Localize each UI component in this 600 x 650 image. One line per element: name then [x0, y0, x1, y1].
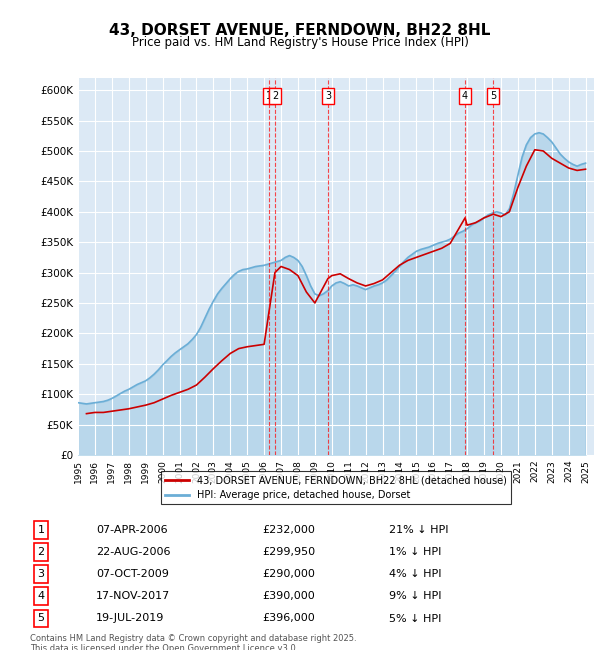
Text: £396,000: £396,000 [262, 614, 314, 623]
Text: 07-OCT-2009: 07-OCT-2009 [96, 569, 169, 579]
Text: Price paid vs. HM Land Registry's House Price Index (HPI): Price paid vs. HM Land Registry's House … [131, 36, 469, 49]
Text: 2: 2 [272, 91, 278, 101]
Text: £390,000: £390,000 [262, 592, 314, 601]
Text: 19-JUL-2019: 19-JUL-2019 [96, 614, 164, 623]
Text: 2: 2 [37, 547, 44, 557]
Text: 4: 4 [462, 91, 468, 101]
Text: 22-AUG-2006: 22-AUG-2006 [96, 547, 171, 557]
Text: £299,950: £299,950 [262, 547, 315, 557]
Text: 3: 3 [325, 91, 331, 101]
Text: 43, DORSET AVENUE, FERNDOWN, BH22 8HL: 43, DORSET AVENUE, FERNDOWN, BH22 8HL [109, 23, 491, 38]
Text: 4: 4 [37, 592, 44, 601]
Text: 1: 1 [266, 91, 272, 101]
Text: 1: 1 [38, 525, 44, 535]
Text: 17-NOV-2017: 17-NOV-2017 [96, 592, 170, 601]
Text: 3: 3 [38, 569, 44, 579]
Text: 4% ↓ HPI: 4% ↓ HPI [389, 569, 442, 579]
Text: Contains HM Land Registry data © Crown copyright and database right 2025.
This d: Contains HM Land Registry data © Crown c… [30, 634, 356, 650]
Text: 1% ↓ HPI: 1% ↓ HPI [389, 547, 441, 557]
Text: £290,000: £290,000 [262, 569, 315, 579]
Text: 5: 5 [38, 614, 44, 623]
Text: 07-APR-2006: 07-APR-2006 [96, 525, 168, 535]
Text: £232,000: £232,000 [262, 525, 315, 535]
Text: 5% ↓ HPI: 5% ↓ HPI [389, 614, 441, 623]
Text: 9% ↓ HPI: 9% ↓ HPI [389, 592, 442, 601]
Legend: 43, DORSET AVENUE, FERNDOWN, BH22 8HL (detached house), HPI: Average price, deta: 43, DORSET AVENUE, FERNDOWN, BH22 8HL (d… [161, 471, 511, 504]
Text: 21% ↓ HPI: 21% ↓ HPI [389, 525, 448, 535]
Text: 5: 5 [490, 91, 496, 101]
